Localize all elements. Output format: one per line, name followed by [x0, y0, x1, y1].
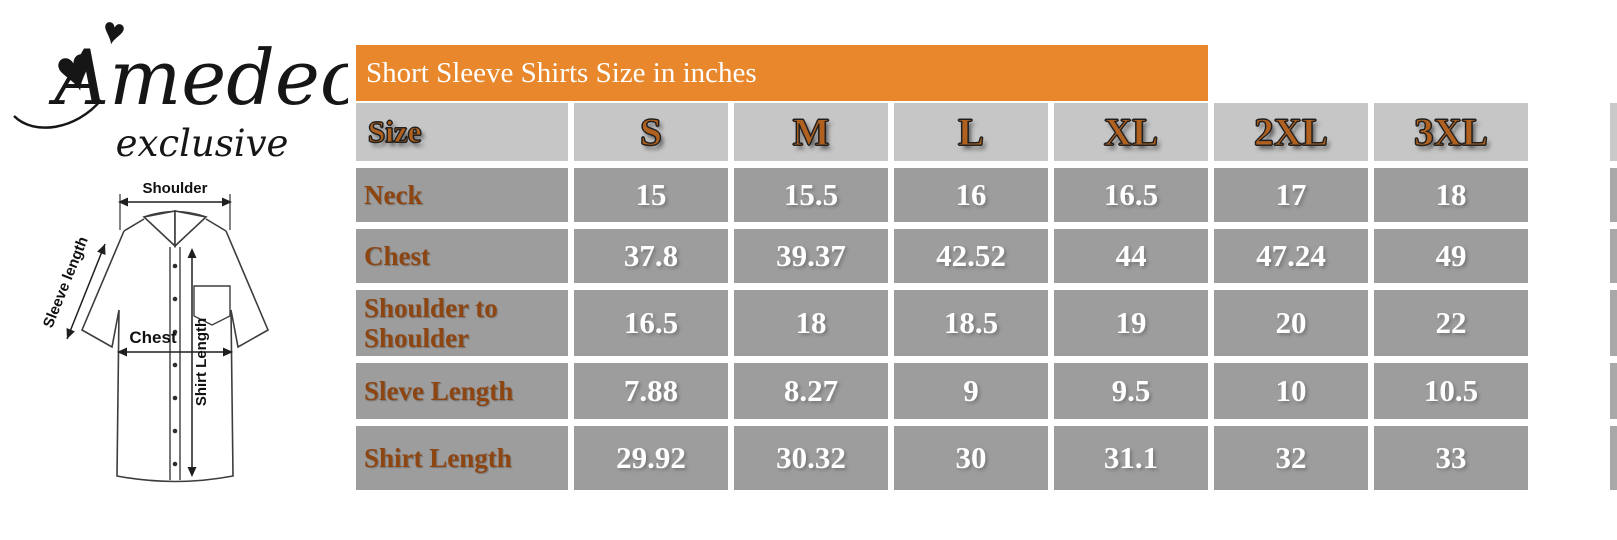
sleeve-length-arrow [66, 243, 106, 340]
row-label-chest: Chest [356, 229, 568, 283]
shirt-length-label: Shirt Length [193, 318, 210, 406]
cell-shirtlen-xl: 31.1 [1054, 426, 1208, 490]
cell-shoulder-xl: 19 [1054, 290, 1208, 356]
shirt-buttons [172, 263, 178, 467]
col-header-l: L [894, 103, 1048, 161]
collar-seams [123, 218, 227, 232]
cell-neck-l: 16 [894, 168, 1048, 222]
row-label-neck: Neck [356, 168, 568, 222]
cell-chest-s: 37.8 [574, 229, 728, 283]
arrowhead [223, 347, 233, 357]
row-label-shirt-length: Shirt Length [356, 426, 568, 490]
cell-chest-m: 39.37 [734, 229, 888, 283]
col-header-size: Size [356, 103, 568, 161]
arrowhead [97, 244, 106, 255]
cell-chest-3xl: 49 [1374, 229, 1528, 283]
cell-sleeve-3xl: 10.5 [1374, 363, 1528, 419]
cell-shirtlen-l: 30 [894, 426, 1048, 490]
cell-shoulder-l: 18.5 [894, 290, 1048, 356]
shirt-outline [80, 230, 270, 483]
shirt-measurement-diagram: Shoulder Sleeve length Chest Shirt Lengt… [20, 180, 330, 517]
brand-panel: ♥ ♥ Amedeo exclusive [0, 0, 366, 540]
arrowhead [187, 248, 197, 258]
cell-sleeve-xl: 9.5 [1054, 363, 1208, 419]
brand-tagline: exclusive [116, 122, 289, 165]
arrowhead [118, 197, 128, 207]
row-label-shoulder-to-shoulder: Shoulder to Shoulder [356, 290, 568, 356]
row-label-sleve-length: Sleve Length [356, 363, 568, 419]
col-header-xl: XL [1054, 103, 1208, 161]
cell-chest-l: 42.52 [894, 229, 1048, 283]
shoulder-label: Shoulder [142, 180, 207, 197]
logo-swash [13, 99, 102, 129]
cell-sleeve-s: 7.88 [574, 363, 728, 419]
col-header-m: M [734, 103, 888, 161]
col-header-2xl: 2XL [1214, 103, 1368, 161]
cell-shirtlen-s: 29.92 [574, 426, 728, 490]
cell-shoulder-2xl: 20 [1214, 290, 1368, 356]
cell-sleeve-l: 9 [894, 363, 1048, 419]
cell-neck-xl: 16.5 [1054, 168, 1208, 222]
chest-label: Chest [129, 328, 177, 347]
cropped-column-sliver [1610, 103, 1617, 490]
size-chart-title: Short Sleeve Shirts Size in inches [366, 56, 757, 89]
cell-neck-m: 15.5 [734, 168, 888, 222]
cell-chest-2xl: 47.24 [1214, 229, 1368, 283]
brand-name: Amedeo [48, 33, 348, 122]
cell-chest-xl: 44 [1054, 229, 1208, 283]
collar-right-flap [174, 210, 208, 248]
shirt-pocket [193, 285, 231, 326]
cell-shoulder-m: 18 [734, 290, 888, 356]
cell-sleeve-2xl: 10 [1214, 363, 1368, 419]
arrowhead [117, 347, 127, 357]
cell-neck-s: 15 [574, 168, 728, 222]
arrowhead [222, 197, 232, 207]
sleeve-length-label: Sleeve length [40, 234, 92, 330]
cell-shoulder-s: 16.5 [574, 290, 728, 356]
brand-logo: ♥ ♥ Amedeo exclusive [4, 2, 366, 181]
cell-shirtlen-2xl: 32 [1214, 426, 1368, 490]
shirt-placket [169, 247, 181, 480]
size-chart: Short Sleeve Shirts Size in inches Size … [356, 45, 1528, 490]
cell-sleeve-m: 8.27 [734, 363, 888, 419]
cell-shirtlen-3xl: 33 [1374, 426, 1528, 490]
arrowhead [187, 467, 197, 477]
cell-shoulder-3xl: 22 [1374, 290, 1528, 356]
cell-neck-2xl: 17 [1214, 168, 1368, 222]
arrowhead [66, 328, 75, 339]
cell-shirtlen-m: 30.32 [734, 426, 888, 490]
cell-neck-3xl: 18 [1374, 168, 1528, 222]
col-header-s: S [574, 103, 728, 161]
col-header-3xl: 3XL [1374, 103, 1528, 161]
size-table: Size S M L XL 2XL 3XL Neck 15 15.5 16 16… [356, 103, 1528, 490]
size-chart-title-banner: Short Sleeve Shirts Size in inches [356, 45, 1208, 101]
shoulder-guide-lines [119, 194, 231, 230]
